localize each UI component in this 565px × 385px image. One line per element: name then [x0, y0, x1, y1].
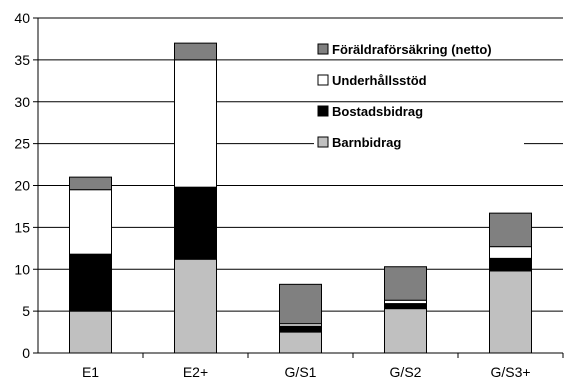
legend-swatch-Underhållsstöd	[317, 74, 329, 86]
bar-segment-G/S2-Barnbidrag	[384, 308, 427, 354]
y-tick-label: 40	[14, 10, 30, 26]
bars	[69, 42, 532, 354]
legend: Föräldraförsäkring (netto) Underhållsstöd…	[314, 41, 524, 152]
bar-segment-G/S3+-Föräldraförsäkring (netto)	[489, 212, 532, 248]
legend-swatch-Föräldraförsäkring (netto)	[317, 43, 329, 55]
legend-swatch-Barnbidrag	[317, 136, 329, 148]
legend-backing	[314, 41, 524, 59]
x-category-label: G/S1	[285, 364, 317, 380]
y-tick-label: 5	[22, 303, 30, 319]
bar-segment-E2+-Föräldraförsäkring (netto)	[174, 42, 217, 61]
bar-segment-G/S3+-Underhållsstöd	[489, 246, 532, 259]
y-tick-label: 10	[14, 261, 30, 277]
x-category-labels: E1 E2+ G/S1 G/S2 G/S3+	[82, 364, 531, 380]
x-category-label: E1	[82, 364, 99, 380]
x-category-label: G/S3+	[490, 364, 530, 380]
bar-segment-E2+-Barnbidrag	[174, 258, 217, 354]
bar-segment-E2+-Underhållsstöd	[174, 59, 217, 188]
y-tick-label: 30	[14, 94, 30, 110]
y-tick-label: 25	[14, 136, 30, 152]
legend-backing	[314, 72, 524, 90]
bar-segment-E1-Barnbidrag	[69, 310, 112, 354]
legend-label: Barnbidrag	[332, 135, 401, 150]
bar-segment-G/S3+-Bostadsbidrag	[489, 257, 532, 272]
bar-segment-E1-Underhållsstöd	[69, 189, 112, 255]
bar-segment-E2+-Bostadsbidrag	[174, 186, 217, 260]
bar-segment-G/S1-Föräldraförsäkring (netto)	[279, 283, 322, 325]
bar-segment-G/S2-Föräldraförsäkring (netto)	[384, 266, 427, 301]
bar-segment-G/S2-Bostadsbidrag	[384, 303, 427, 310]
legend-label: Underhållsstöd	[332, 73, 427, 88]
bar-segment-G/S3+-Barnbidrag	[489, 270, 532, 354]
x-category-label: G/S2	[390, 364, 422, 380]
bar-segment-G/S2-Underhållsstöd	[384, 299, 427, 305]
bar-segment-G/S1-Bostadsbidrag	[279, 325, 322, 333]
bar-segment-G/S1-Barnbidrag	[279, 331, 322, 354]
legend-label: Bostadsbidrag	[332, 104, 423, 119]
bar-segment-E1-Bostadsbidrag	[69, 253, 112, 312]
y-tick-labels: 0 5 10 15 20 25 30 35 40	[14, 10, 30, 361]
legend-swatch-Bostadsbidrag	[317, 105, 329, 117]
y-tick-label: 15	[14, 219, 30, 235]
bar-segment-E1-Föräldraförsäkring (netto)	[69, 176, 112, 191]
y-tick-label: 0	[22, 345, 30, 361]
grid-lines	[38, 17, 563, 312]
legend-label: Föräldraförsäkring (netto)	[332, 42, 492, 57]
axes	[33, 17, 564, 358]
legend-backing	[314, 103, 524, 121]
x-category-label: E2+	[183, 364, 208, 380]
y-tick-label: 35	[14, 52, 30, 68]
y-tick-label: 20	[14, 178, 30, 194]
legend-backing	[314, 134, 524, 152]
